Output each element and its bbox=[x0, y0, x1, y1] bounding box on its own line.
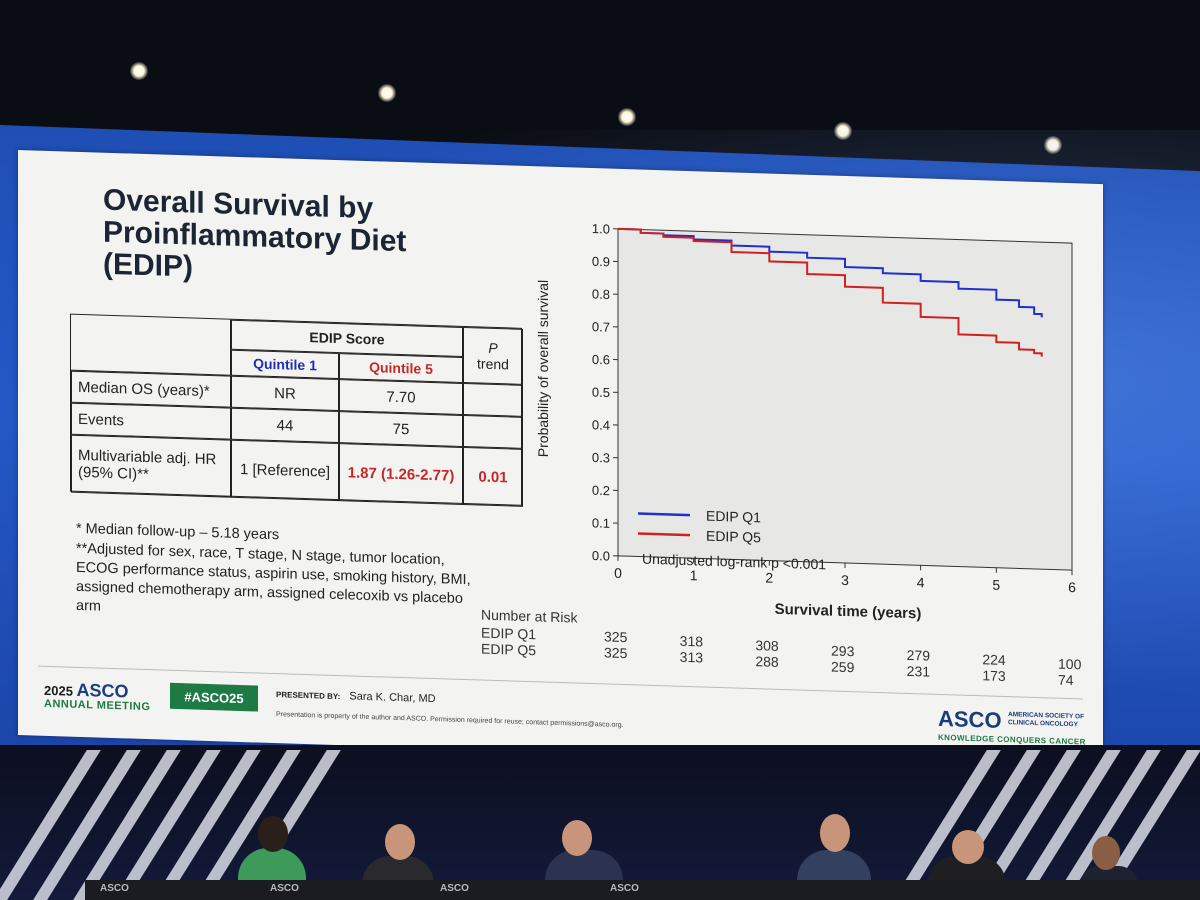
ceiling-light bbox=[834, 122, 852, 140]
y-axis-label: Probability of overall survival bbox=[535, 280, 551, 458]
presentation-slide: Overall Survival by Proinflammatory Diet… bbox=[18, 150, 1103, 770]
table-row-label: Multivariable adj. HR (95% CI)** bbox=[71, 434, 231, 498]
asco-logo-subtitle: AMERICAN SOCIETY OF CLINICAL ONCOLOGY bbox=[1008, 711, 1085, 729]
table-cell: 7.70 bbox=[339, 379, 463, 415]
risk-value: 318 bbox=[679, 632, 704, 650]
disclaimer: Presentation is property of the author a… bbox=[276, 711, 624, 730]
presenter-name: Sara K. Char, MD bbox=[349, 690, 436, 706]
table-header-quintile-5: Quintile 5 bbox=[339, 353, 463, 383]
y-tick-label: 1.0 bbox=[592, 221, 610, 237]
panel-desk bbox=[85, 880, 1200, 900]
panelist-head bbox=[1092, 836, 1120, 870]
y-tick-label: 0.2 bbox=[592, 483, 610, 499]
risk-row-label-q5: EDIP Q5 bbox=[481, 640, 536, 659]
risk-value: 293 bbox=[831, 642, 855, 659]
y-tick-label: 0.5 bbox=[592, 385, 610, 401]
ceiling-light bbox=[378, 84, 396, 102]
y-tick-label: 0.6 bbox=[592, 352, 610, 368]
trend-label: trend bbox=[477, 355, 509, 373]
asco-logo: ASCO bbox=[938, 705, 1002, 733]
panelist-head bbox=[385, 824, 415, 860]
table-cell: 0.01 bbox=[463, 446, 523, 507]
table-cell bbox=[463, 414, 523, 449]
table-cell: NR bbox=[231, 375, 339, 412]
x-tick-label: 6 bbox=[1068, 579, 1076, 595]
table-cell: 1 [Reference] bbox=[231, 439, 339, 502]
x-tick-label: 2 bbox=[765, 569, 773, 585]
slide-title: Overall Survival by Proinflammatory Diet… bbox=[103, 183, 407, 284]
risk-value: 313 bbox=[679, 648, 704, 666]
meeting-year: 2025 bbox=[44, 682, 73, 699]
risk-value: 173 bbox=[982, 667, 1006, 685]
legend-label-q5: EDIP Q5 bbox=[706, 528, 761, 546]
table-corner-cell bbox=[71, 314, 231, 376]
meeting-annual: ANNUAL MEETING bbox=[44, 697, 151, 714]
table-row-label: Events bbox=[71, 402, 231, 440]
x-tick-label: 4 bbox=[917, 574, 925, 590]
p-italic: P bbox=[488, 339, 498, 357]
y-tick-label: 0.7 bbox=[592, 319, 610, 335]
km-curve-edip-q5 bbox=[618, 227, 1043, 357]
table-p-trend-header: P trend bbox=[463, 326, 523, 385]
risk-value: 259 bbox=[831, 658, 855, 675]
ceiling-light bbox=[618, 108, 636, 126]
panelist-head bbox=[562, 820, 592, 856]
presented-by-label: PRESENTED BY: bbox=[276, 690, 341, 702]
panelist-head bbox=[258, 816, 288, 852]
x-tick-label: 1 bbox=[690, 567, 698, 583]
y-tick-label: 0.8 bbox=[592, 286, 610, 302]
table-cell: 75 bbox=[339, 411, 463, 447]
risk-value: 288 bbox=[755, 653, 779, 671]
desk-logo: ASCO bbox=[610, 883, 639, 894]
desk-logo: ASCO bbox=[270, 883, 299, 894]
km-survival-chart: Probability of overall survival Survival… bbox=[535, 221, 1076, 623]
ceiling-light bbox=[1044, 136, 1062, 154]
risk-value: 231 bbox=[906, 662, 931, 680]
panelist-head bbox=[820, 814, 850, 852]
y-tick-label: 0.9 bbox=[592, 254, 610, 270]
y-tick-label: 0.0 bbox=[592, 548, 610, 564]
x-axis-label: Survival time (years) bbox=[775, 601, 922, 623]
hashtag-badge: #ASCO25 bbox=[170, 682, 258, 712]
desk-logo: ASCO bbox=[440, 883, 469, 894]
footnote-adjusted: **Adjusted for sex, race, T stage, N sta… bbox=[76, 540, 471, 615]
risk-value: 224 bbox=[982, 651, 1006, 669]
y-tick-label: 0.4 bbox=[592, 417, 610, 433]
y-tick-label: 0.1 bbox=[592, 515, 610, 531]
risk-value: 308 bbox=[755, 637, 779, 655]
legend-swatch-q1 bbox=[638, 512, 690, 517]
y-tick-label: 0.3 bbox=[592, 450, 610, 466]
desk-logo: ASCO bbox=[100, 883, 129, 894]
table-cell: 1.87 (1.26-2.77) bbox=[339, 443, 463, 505]
x-tick-label: 5 bbox=[992, 577, 1000, 593]
legend-swatch-q5 bbox=[638, 532, 690, 537]
risk-value: 325 bbox=[604, 628, 628, 646]
ceiling-light bbox=[130, 62, 148, 80]
results-table: EDIP Score P trend Quintile 1 Quintile 5… bbox=[70, 313, 523, 507]
panelist-head bbox=[952, 830, 984, 864]
legend-label-q1: EDIP Q1 bbox=[706, 508, 761, 526]
x-tick-label: 3 bbox=[841, 572, 849, 588]
risk-row-label-q1: EDIP Q1 bbox=[481, 624, 536, 643]
risk-value: 279 bbox=[906, 646, 931, 664]
table-cell: 44 bbox=[231, 407, 339, 444]
table-header-quintile-1: Quintile 1 bbox=[231, 349, 339, 380]
table-row-label: Median OS (years)* bbox=[71, 370, 231, 408]
km-curve-edip-q1 bbox=[618, 227, 1043, 318]
risk-table-header: Number at Risk bbox=[481, 606, 578, 626]
table-cell bbox=[463, 382, 523, 417]
logrank-annotation: Unadjusted log-rank p <0.001 bbox=[642, 551, 826, 573]
risk-value: 74 bbox=[1058, 671, 1074, 689]
x-tick-label: 0 bbox=[614, 565, 622, 581]
presented-by: PRESENTED BY: Sara K. Char, MD bbox=[276, 688, 436, 705]
risk-value: 100 bbox=[1058, 655, 1082, 673]
risk-value: 325 bbox=[604, 644, 628, 662]
